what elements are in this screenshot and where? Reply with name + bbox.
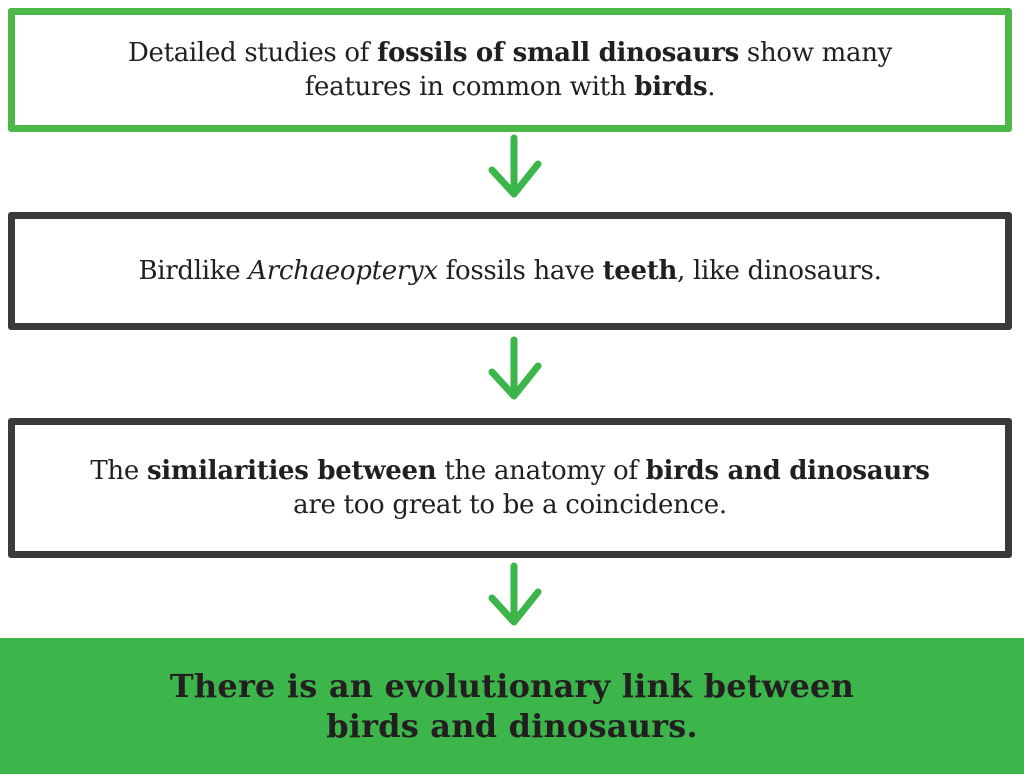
segment: are too great to be a coincidence. (293, 490, 727, 520)
evidence-text-1: Detailed studies of fossils of small din… (128, 36, 892, 104)
evidence-box-2: Birdlike Archaeopteryx fossils have teet… (8, 212, 1012, 330)
segment: Detailed studies of (127, 38, 378, 68)
segment-bold: fossils of small dinosaurs (377, 38, 739, 68)
arrow-down-icon (488, 562, 542, 626)
segment: features in common with (304, 72, 635, 102)
segment: fossils have (437, 256, 603, 286)
segment: the anatomy of (436, 456, 646, 486)
evidence-text-2: Birdlike Archaeopteryx fossils have teet… (138, 254, 881, 288)
evidence-text-3: The similarities between the anatomy of … (90, 454, 930, 522)
segment-bold: similarities between (146, 456, 437, 486)
segment-bold: birds and dinosaurs (645, 456, 930, 486)
segment-bold: teeth (602, 256, 678, 286)
arrow-down-icon (488, 134, 542, 198)
segment: , like dinosaurs. (677, 256, 882, 286)
segment: Birdlike (138, 256, 249, 286)
segment: . (707, 72, 716, 102)
conclusion-line-2: birds and dinosaurs. (326, 707, 698, 745)
segment: show many (738, 38, 893, 68)
segment-italic: Archaeopteryx (248, 256, 438, 286)
conclusion-text: There is an evolutionary link between bi… (170, 666, 854, 746)
segment-bold: birds (634, 72, 708, 102)
segment: The (90, 456, 147, 486)
arrow-down-icon (488, 336, 542, 400)
evidence-box-3: The similarities between the anatomy of … (8, 418, 1012, 558)
evidence-box-1: Detailed studies of fossils of small din… (8, 8, 1012, 132)
conclusion-line-1: There is an evolutionary link between (169, 667, 855, 705)
conclusion-box: There is an evolutionary link between bi… (0, 638, 1024, 774)
